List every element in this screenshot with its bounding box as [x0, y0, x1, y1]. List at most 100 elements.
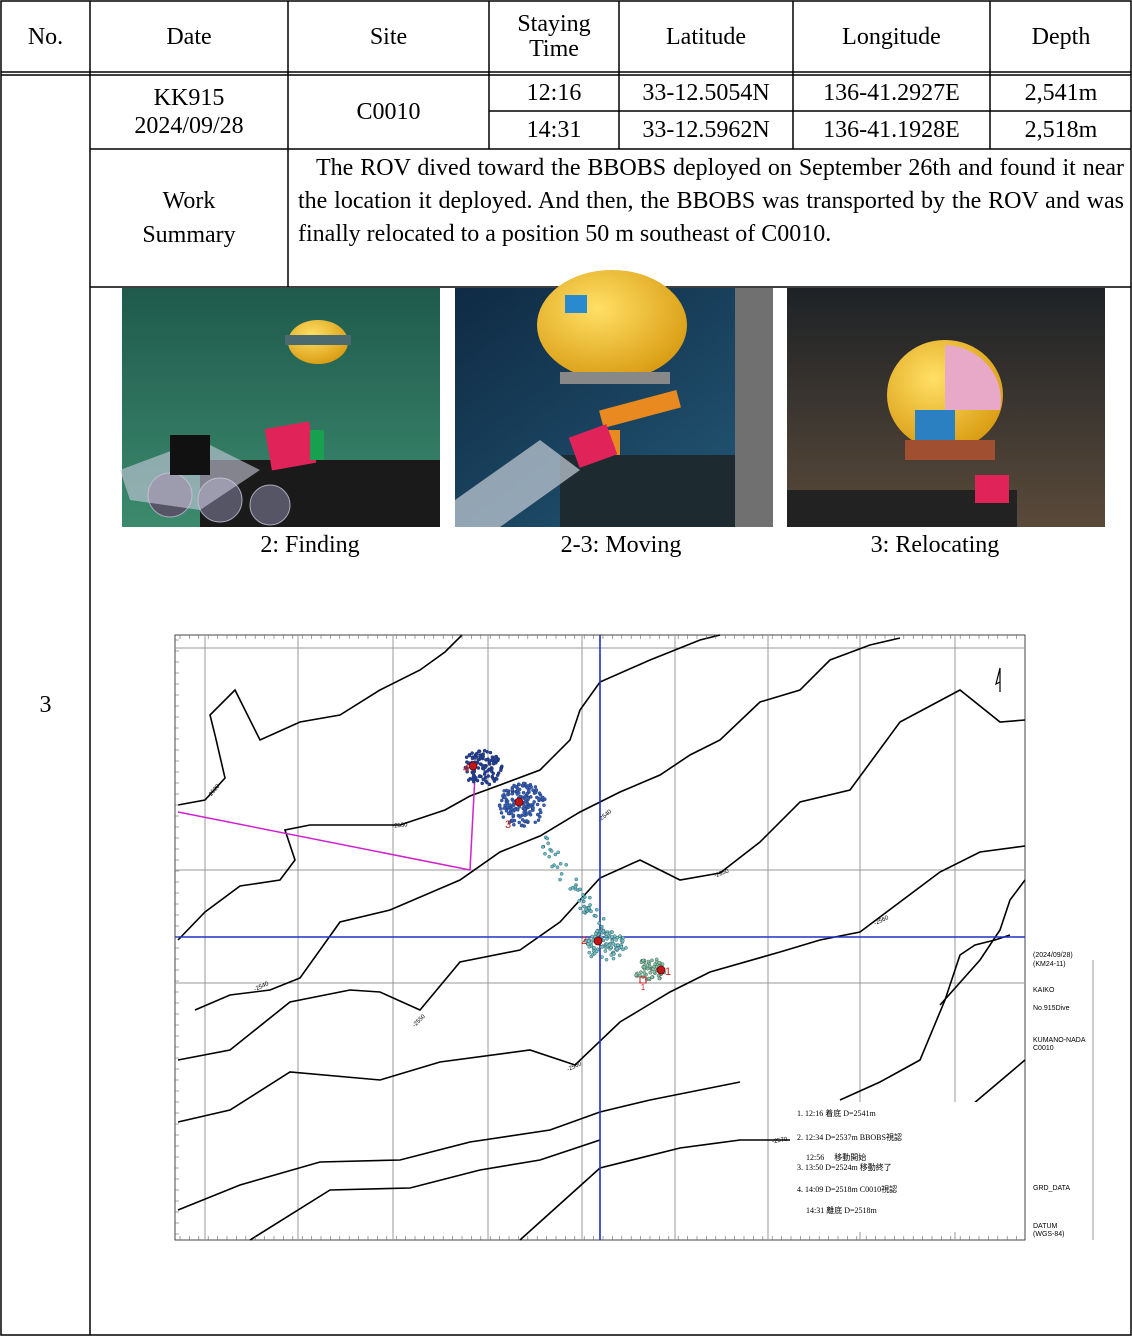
position-dot: [616, 943, 620, 947]
position-dot: [494, 777, 499, 781]
position-dot: [481, 767, 486, 771]
position-dot: [652, 970, 657, 974]
position-dot: [657, 960, 661, 965]
position-dot: [480, 763, 484, 767]
longitude: 136-41.1928E: [823, 116, 960, 143]
position-dot: [589, 909, 593, 914]
position-dot: [477, 749, 481, 753]
depth: 2,518m: [1024, 116, 1098, 143]
position-dot: [555, 865, 560, 869]
position-dot: [499, 811, 504, 815]
position-dot: [618, 934, 622, 938]
header-staying-time: Staying Time: [517, 11, 591, 62]
position-dot: [480, 755, 485, 759]
position-dot: [510, 788, 515, 792]
map-info: (KM24-11): [1033, 961, 1066, 968]
photo-caption: 2-3: Moving: [560, 532, 682, 558]
position-dot: [619, 945, 624, 949]
position-dot: [647, 964, 652, 968]
position-dot: [512, 822, 516, 827]
map-info: No.915Dive: [1033, 1005, 1070, 1012]
rov-positions: [463, 748, 666, 982]
latitude: 33-12.5054N: [642, 79, 770, 106]
position-dot: [513, 807, 517, 812]
position-dot: [642, 971, 647, 975]
position-dot: [494, 758, 498, 762]
position-dot: [587, 950, 592, 955]
position-dot: [607, 943, 612, 947]
position-dot: [487, 782, 492, 787]
legend-box: [790, 1102, 1020, 1232]
position-dot: [465, 766, 469, 770]
position-dot: [486, 757, 490, 761]
position-dot: [510, 807, 514, 811]
position-dot: [594, 914, 598, 918]
marker-label: 2: [581, 935, 587, 947]
legend-entry: 14:31 離底 D=2518m: [806, 1205, 878, 1215]
position-dot: [488, 750, 493, 755]
position-dot: [488, 762, 492, 766]
position-dot: [475, 751, 479, 756]
position-dot: [499, 807, 503, 811]
position-dot: [506, 792, 510, 797]
position-dot: [603, 949, 608, 953]
position-dot: [520, 783, 525, 788]
position-dot: [610, 939, 615, 943]
position-dot: [477, 774, 482, 779]
position-dot: [506, 811, 511, 816]
map-info: (WGS-84): [1033, 1231, 1065, 1238]
position-dot: [526, 789, 531, 793]
track-line: [177, 774, 476, 871]
position-dot: [549, 849, 554, 853]
position-dot: [470, 777, 475, 782]
position-dot: [650, 958, 654, 963]
position-dot: [546, 841, 550, 846]
position-dot: [491, 771, 496, 776]
position-dot: [516, 782, 521, 787]
position-dot: [595, 929, 599, 933]
position-dot: [586, 939, 591, 943]
position-dot: [533, 785, 538, 789]
position-dot: [588, 895, 592, 900]
position-dot: [553, 852, 558, 857]
position-dot: [535, 802, 540, 807]
position-dot: [541, 845, 545, 849]
station-marker: [639, 976, 647, 984]
photo-relocating: [787, 288, 1105, 527]
position-dot: [465, 769, 469, 774]
position-dot: [466, 778, 471, 782]
position-dot: [475, 778, 480, 783]
position-dot: [483, 775, 488, 780]
position-dot: [508, 803, 512, 807]
position-dot: [539, 810, 543, 815]
position-dot: [600, 955, 604, 959]
position-dot: [578, 906, 582, 911]
contour-label: -2570: [772, 1137, 789, 1146]
position-dot: [485, 780, 489, 785]
position-dot: [564, 863, 568, 867]
header-depth: Depth: [1031, 23, 1091, 50]
position-dot: [648, 970, 653, 975]
station-marker: [468, 761, 478, 771]
position-dot: [499, 768, 503, 772]
bathymetry-map: 43211-2520-2530-2540-2550-2560-2540-2550…: [174, 634, 1094, 1241]
position-dot: [641, 958, 645, 963]
position-dot: [473, 756, 477, 760]
position-dot: [624, 946, 628, 950]
position-dot: [586, 942, 590, 946]
position-dot: [584, 907, 588, 912]
contour-label: -2550: [713, 868, 730, 879]
map-info: KUMANO-NADA: [1033, 1037, 1086, 1044]
work-summary-text: The ROV dived toward the BBOBS deployed …: [298, 155, 1124, 247]
position-dot: [523, 807, 527, 811]
position-dot: [500, 764, 504, 769]
position-dot: [533, 790, 538, 795]
north-arrow: [995, 667, 1001, 692]
position-dot: [543, 851, 547, 856]
position-dot: [558, 861, 563, 866]
position-dot: [519, 823, 524, 828]
map-info: GRD_DATA: [1033, 1185, 1070, 1192]
header-longitude: Longitude: [842, 23, 941, 50]
position-dot: [578, 887, 582, 892]
